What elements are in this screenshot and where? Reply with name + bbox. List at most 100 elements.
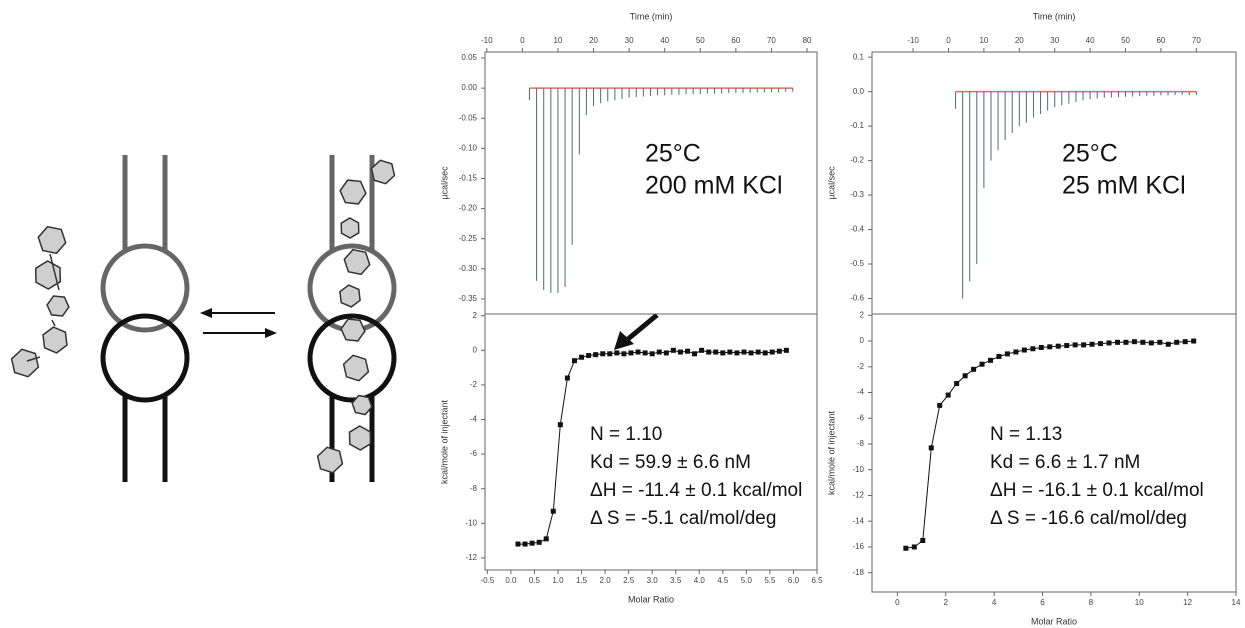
data-point [1013,349,1019,355]
data-point [557,422,563,428]
annotation: ΔH = -16.1 ± 0.1 kcal/mol [990,480,1204,501]
ligand-unit [339,284,361,308]
y-tick-label: -12 [465,553,477,562]
data-point [515,541,521,547]
data-point [903,545,909,551]
data-point [550,508,556,514]
x-tick-label: 30 [1050,36,1059,45]
data-point [996,353,1002,359]
ligand-unit [342,354,370,382]
data-point [670,347,676,353]
linker [26,356,41,362]
x-axis-title: Molar Ratio [1031,616,1077,626]
ligand-unit [340,217,360,239]
x-tick-label: 6.5 [811,576,823,585]
x-tick-label: 10 [979,36,988,45]
data-point [1098,341,1104,347]
data-point [692,351,698,357]
x-tick-label: 6 [1040,598,1045,607]
ligand-unit [339,179,367,205]
itc-panel: 0 2 4 6 8 10 12 14 Molar Ratio 2 0 -2 -4 -6 -8 -10 -12 -1… [826,310,1241,626]
y-tick-label: -0.15 [459,174,478,183]
data-point [928,445,934,451]
x-tick-label: 40 [660,36,669,45]
data-point [769,349,775,355]
x-tick-label: 8 [1089,598,1094,607]
y-tick-label: -0.3 [850,190,864,199]
data-point [920,538,926,544]
x-tick-label: 30 [625,36,634,45]
y-tick-label: -0.6 [850,294,864,303]
data-point [522,541,528,547]
data-point [971,366,977,372]
y-tick-label: 0.05 [461,53,477,62]
data-point [536,539,542,545]
annotation: 200 mM KCl [645,172,783,200]
y-tick-label: -2 [857,362,865,371]
data-point [1182,339,1188,345]
x-tick-label: 2.5 [623,576,635,585]
ligand-unit [316,446,344,474]
linker [51,319,56,327]
y-tick-label: -0.1 [850,121,864,130]
x-tick-label: 50 [1121,36,1130,45]
y-tick-label: -10 [465,518,477,527]
data-point [1123,339,1129,345]
y-tick-label: -12 [852,491,864,500]
y-tick-label: 0 [860,336,865,345]
data-point [741,349,747,355]
y-tick-label: -6 [470,449,478,458]
arrowhead [200,308,212,318]
y-tick-label: -18 [852,568,864,577]
data-point [649,351,655,357]
y-tick-label: -0.20 [459,204,478,213]
data-point [635,349,641,355]
data-point [593,352,599,358]
plot-frame [871,313,1237,593]
x-tick-label: 0.5 [529,576,541,585]
y-tick-label: 0.1 [853,52,865,61]
y-tick-label: -0.10 [459,143,478,152]
data-point [1081,342,1087,348]
y-tick-label: -8 [470,484,478,493]
data-point [677,349,683,355]
ligand-unit [343,248,371,276]
annotation-arrow [614,313,659,350]
annotation: ΔH = -11.4 ± 0.1 kcal/mol [590,480,802,501]
data-point [571,358,577,364]
data-point [1072,342,1078,348]
y-tick-label: -14 [852,516,864,525]
data-point [783,347,789,353]
data-point [713,349,719,355]
ligand-unit [10,348,40,378]
data-point [621,351,627,357]
data-point [1089,341,1095,347]
y-tick-label: 0 [473,345,478,354]
data-point [937,402,943,408]
y-tick-label: -10 [852,465,864,474]
y-tick-label: -6 [857,413,865,422]
y-axis-title: kcal/mole of injectant [826,410,836,495]
y-tick-label: -0.4 [850,225,864,234]
data-point [1148,340,1154,346]
data-point [776,348,782,354]
data-point [1106,340,1112,346]
x-tick-label: 50 [696,36,705,45]
data-point [1055,343,1061,349]
x-tick-label: 80 [803,36,812,45]
data-point [529,540,535,546]
y-axis-title: µcal/sec [439,166,449,200]
x-tick-label: 1.0 [552,576,564,585]
x-tick-label: 5.5 [764,576,776,585]
data-point [1064,343,1070,349]
y-tick-label: 0.0 [853,87,865,96]
x-tick-label: 60 [731,36,740,45]
data-point [586,353,592,359]
data-point [1131,339,1137,345]
ligand-unit [37,225,67,255]
annotation: Kd = 59.9 ± 6.6 nM [590,452,751,473]
y-tick-label: -0.05 [459,113,478,122]
x-tick-label: 4.5 [717,576,729,585]
data-point [1114,339,1120,345]
